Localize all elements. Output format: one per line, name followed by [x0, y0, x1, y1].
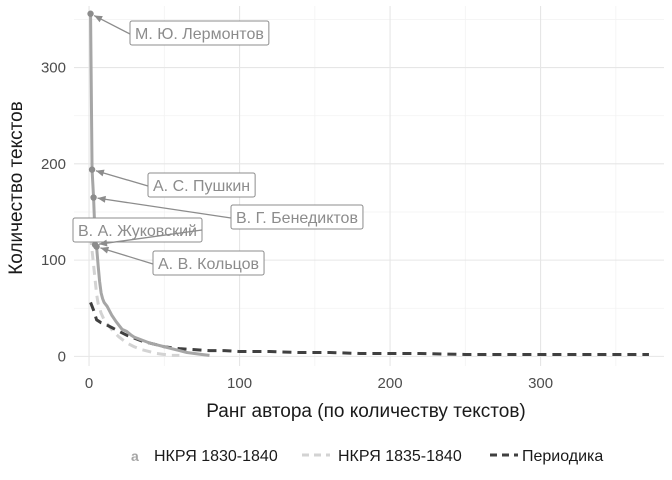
annotation-arrowhead	[94, 15, 103, 23]
x-tick-label: 300	[528, 375, 553, 392]
x-tick-label: 100	[227, 375, 252, 392]
y-tick-label: 200	[41, 156, 66, 173]
annotation: А. В. Кольцов	[152, 250, 265, 276]
series-line-3	[89, 301, 649, 356]
legend-key-glyph: a	[131, 448, 139, 464]
x-axis-title: Ранг автора (по количеству текстов)	[206, 401, 526, 422]
axes: 0 100 200 300 0 100 200 300	[41, 60, 553, 392]
highlight-points	[87, 10, 100, 250]
x-tick-label: 0	[85, 375, 93, 392]
annotation-connector	[100, 247, 154, 265]
annotation-label: В. А. Жуковский	[78, 223, 197, 240]
legend: a НКРЯ 1830-1840 НКРЯ 1835-1840 Периодика	[131, 448, 603, 465]
annotation-box	[129, 20, 270, 46]
annotation-label: А. С. Пушкин	[153, 178, 250, 195]
x-tick-label: 200	[378, 375, 403, 392]
y-tick-label: 100	[41, 252, 66, 269]
annotations: М. Ю. Лермонтов А. С. Пушкин В. Г. Бенедик…	[72, 14, 364, 276]
legend-label: НКРЯ 1830-1840	[154, 448, 278, 465]
annotation: М. Ю. Лермонтов	[129, 20, 270, 46]
series-lines	[89, 13, 649, 357]
legend-item: a НКРЯ 1830-1840	[131, 448, 278, 465]
legend-item: Периодика	[490, 448, 603, 465]
y-axis-title: Количество текстов	[6, 101, 27, 275]
highlight-point	[88, 166, 96, 173]
annotation-arrowhead	[100, 246, 110, 254]
highlight-point	[91, 241, 99, 248]
y-tick-label: 0	[58, 348, 66, 365]
y-tick-label: 300	[41, 60, 66, 77]
annotation-arrowhead	[95, 169, 105, 177]
annotation: В. Г. Бенедиктов	[230, 204, 364, 230]
annotation-connector	[95, 170, 149, 187]
annotation-arrowhead	[97, 195, 106, 203]
legend-item: НКРЯ 1835-1840	[302, 448, 462, 465]
annotation-label: М. Ю. Лермонтов	[135, 26, 264, 43]
legend-label: Периодика	[522, 448, 603, 465]
annotation: В. А. Жуковский	[72, 217, 203, 243]
annotation-connector	[97, 197, 232, 219]
annotation-arrowhead	[99, 239, 108, 247]
annotation-connector	[98, 229, 203, 245]
legend-label: НКРЯ 1835-1840	[338, 448, 462, 465]
annotation-box	[152, 250, 265, 276]
annotation-box	[230, 204, 364, 230]
series-line-1	[89, 13, 210, 357]
annotation-box	[147, 172, 256, 198]
annotation: А. С. Пушкин	[147, 172, 256, 198]
highlight-point	[87, 10, 94, 17]
annotation-label: В. Г. Бенедиктов	[236, 210, 358, 227]
annotation-label: А. В. Кольцов	[158, 256, 259, 273]
highlight-point	[90, 194, 97, 201]
